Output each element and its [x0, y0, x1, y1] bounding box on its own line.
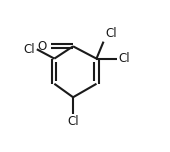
Text: Cl: Cl — [118, 52, 130, 65]
Text: Cl: Cl — [105, 27, 117, 40]
Text: O: O — [38, 40, 47, 53]
Text: Cl: Cl — [67, 115, 79, 128]
Text: Cl: Cl — [23, 43, 35, 56]
